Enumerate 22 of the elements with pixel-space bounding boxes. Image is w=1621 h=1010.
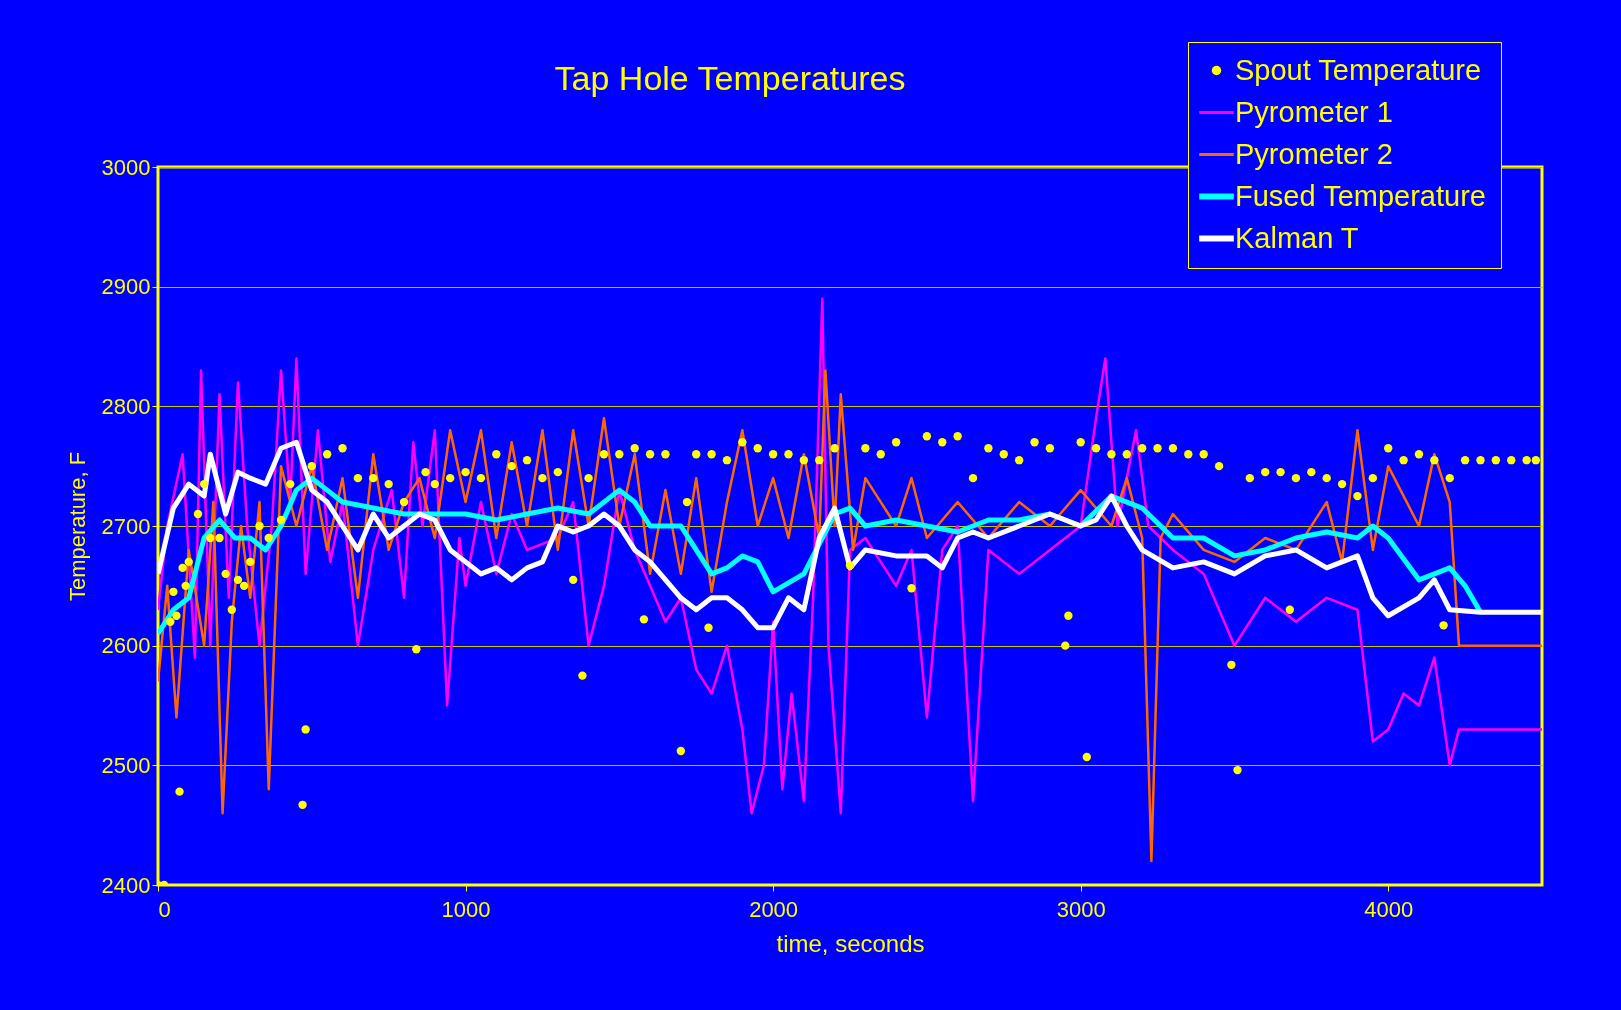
y-tick-label: 2700 <box>101 513 151 539</box>
line-series <box>158 297 1542 815</box>
x-tick-label: 4000 <box>1364 896 1414 922</box>
y-tick-label: 2600 <box>101 633 151 659</box>
x-tick-label: 0 <box>158 896 171 922</box>
x-axis-title: time, seconds <box>776 929 925 957</box>
y-tick-label: 2900 <box>101 274 151 300</box>
legend-label: Fused Temperature <box>1235 179 1486 212</box>
y-tick-label: 2800 <box>101 393 151 419</box>
line-series <box>158 369 1542 863</box>
x-tick-label: 3000 <box>1056 896 1106 922</box>
legend-label: Pyrometer 1 <box>1235 95 1393 128</box>
chart-title: Tap Hole Temperatures <box>554 58 906 97</box>
y-axis-title: Temperature, F <box>64 451 90 602</box>
y-tick-label: 2400 <box>101 872 151 898</box>
legend-label: Spout Temperature <box>1235 53 1482 86</box>
legend-label: Kalman T <box>1235 221 1359 254</box>
y-tick-label: 2500 <box>101 752 151 778</box>
x-tick-label: 1000 <box>441 896 491 922</box>
legend-label: Pyrometer 2 <box>1235 137 1393 170</box>
y-tick-label: 3000 <box>101 154 151 180</box>
x-tick-label: 2000 <box>749 896 799 922</box>
